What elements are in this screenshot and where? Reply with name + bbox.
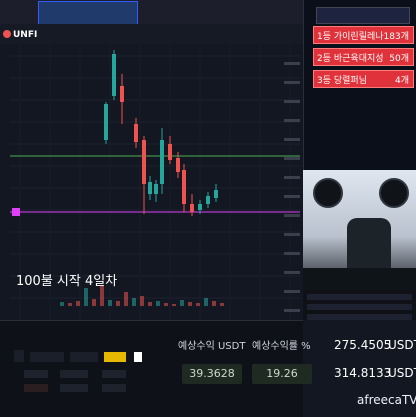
volume-bar-14 (172, 304, 176, 306)
ticker-list (303, 290, 416, 320)
book-cell (102, 370, 126, 378)
volume-bar-13 (164, 303, 168, 306)
candle-body-4 (142, 140, 146, 184)
sub-tab-2[interactable] (70, 352, 98, 362)
volume-bar-9 (132, 298, 136, 306)
volume-bar-18 (204, 298, 208, 306)
price-tick (284, 195, 300, 198)
candle-body-0 (104, 104, 108, 140)
balance-summary: 275.4505 USDT 314.8133 USDT (330, 338, 416, 386)
candle-body-1 (112, 54, 116, 96)
rank-card-3: 3등 당렬퍼님 4개 (313, 70, 414, 88)
pnl-value-usdt: 39.3628 (182, 364, 242, 384)
pnl-label-usdt: 예상수익 USDT (178, 337, 245, 352)
volume-bar-0 (60, 302, 64, 306)
candle-body-7 (160, 140, 164, 184)
book-cell (102, 384, 126, 392)
price-tick (284, 176, 300, 179)
pnl-labels: 예상수익 USDT 예상수익률 % (178, 337, 302, 353)
volume-bar-19 (212, 301, 216, 306)
pnl-label-pct: 예상수익률 % (252, 337, 311, 352)
total-bottom-unit: USDT (388, 366, 416, 380)
volume-bar-7 (116, 301, 120, 306)
afreecatv-logo-icon: afreecaTV (357, 393, 416, 407)
sub-tabs (30, 352, 154, 364)
price-tick (284, 309, 300, 312)
candle-body-3 (134, 124, 138, 142)
rank-label-3: 3등 당렬퍼님 (317, 73, 367, 86)
price-tick (284, 157, 300, 160)
price-tick (284, 100, 300, 103)
candle-body-8 (168, 144, 172, 160)
volume-bar-2 (76, 301, 80, 306)
sub-tab-4[interactable] (134, 352, 142, 362)
total-top-value: 275.4505 (334, 338, 391, 352)
candle-body-5 (148, 182, 152, 194)
volume-bar-6 (108, 300, 112, 306)
rank-value-3: 4개 (395, 73, 409, 86)
candle-body-14 (214, 190, 218, 198)
book-cell (60, 370, 88, 378)
price-tick (284, 81, 300, 84)
rank-label-2: 2등 바근육대지성 (317, 51, 384, 64)
rank-label-1: 1등 가이린릴레나 (317, 29, 384, 42)
book-cell (24, 370, 48, 378)
book-rows (14, 368, 154, 396)
sub-tab-1[interactable] (30, 352, 64, 362)
candle-body-12 (198, 204, 202, 210)
price-tick (284, 62, 300, 65)
price-tick (284, 119, 300, 122)
book-tab[interactable] (14, 350, 24, 362)
volume-bar-11 (148, 302, 152, 306)
pnl-values: 39.3628 19.26 (178, 364, 302, 384)
price-tick (284, 271, 300, 274)
candle-body-2 (120, 86, 124, 102)
exchange-logo-icon (3, 30, 11, 38)
rank-card-1: 1등 가이린릴레나 183개 (313, 26, 414, 44)
pnl-value-pct: 19.26 (252, 364, 312, 384)
candle-body-11 (190, 204, 194, 212)
volume-bar-1 (68, 303, 72, 306)
level-flag-pink (12, 208, 20, 216)
book-cell (60, 384, 88, 392)
speaker-icon (379, 178, 409, 208)
webcam-view (303, 170, 416, 290)
ticker-row (307, 314, 412, 320)
price-tick (284, 214, 300, 217)
streamer-caption: 100불 시작 4일차 (16, 270, 117, 289)
book-cell (24, 384, 48, 392)
price-tick (284, 290, 300, 293)
volume-bar-5 (100, 286, 104, 306)
rank-value-1: 183개 (384, 29, 409, 42)
candle-body-13 (206, 196, 210, 204)
ticker-row (307, 294, 412, 300)
candle-body-6 (154, 184, 158, 194)
price-tick (284, 233, 300, 236)
rank-value-2: 50개 (389, 51, 409, 64)
rank-card-2: 2등 바근육대지성 50개 (313, 48, 414, 66)
total-top-unit: USDT (388, 338, 416, 352)
sub-tab-3[interactable] (104, 352, 126, 362)
ticker-row (307, 304, 412, 310)
candle-body-10 (182, 170, 186, 204)
price-tick (284, 138, 300, 141)
symbol-label[interactable]: UNFI (13, 30, 37, 40)
volume-bar-8 (124, 292, 128, 306)
volume-bar-4 (92, 299, 96, 306)
candle-body-9 (176, 158, 180, 172)
desk (303, 268, 416, 290)
volume-bar-12 (156, 301, 160, 306)
rank-title (316, 7, 410, 24)
volume-bar-20 (220, 303, 224, 306)
price-tick (284, 252, 300, 255)
chart-toolbar: UNFI (0, 24, 303, 45)
speaker-icon (313, 178, 343, 208)
volume-bar-16 (188, 302, 192, 306)
volume-bar-17 (196, 303, 200, 306)
total-bottom-value: 314.8133 (334, 366, 391, 380)
volume-bar-15 (180, 300, 184, 306)
volume-bar-10 (140, 296, 144, 306)
volume-bar-3 (84, 288, 88, 306)
